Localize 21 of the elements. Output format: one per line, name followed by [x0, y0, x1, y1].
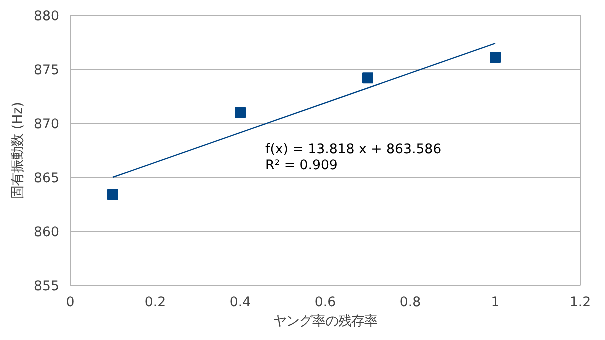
point: [490, 52, 501, 64]
y-tick-label: 870: [34, 118, 60, 132]
y-tick-label: 875: [34, 64, 60, 78]
x-tick-label: 0.2: [144, 296, 166, 310]
point: [108, 189, 118, 200]
y-tick-label: 865: [34, 172, 60, 186]
point: [235, 107, 246, 118]
x-tick-label: 0.4: [230, 296, 252, 310]
y-tick-label: 855: [34, 280, 60, 294]
annotation: f(x) = 13.818 x + 863.586: [266, 142, 442, 158]
x-tick-label: 1.2: [570, 296, 592, 310]
x-tick-label: 0: [66, 296, 75, 310]
x-tick-label: 0.6: [314, 296, 336, 310]
x-tick-label: 0.8: [400, 296, 422, 310]
y-tick-label: 860: [34, 226, 60, 240]
x-axis-title: ヤング率の残存率: [274, 314, 378, 330]
y-tick-label: 880: [34, 10, 60, 24]
x-tick-label: 1: [491, 296, 500, 310]
y-axis-title: 固有振動数 (Hz): [11, 102, 26, 199]
annotation: R² = 0.909: [266, 158, 338, 174]
point: [362, 72, 374, 84]
